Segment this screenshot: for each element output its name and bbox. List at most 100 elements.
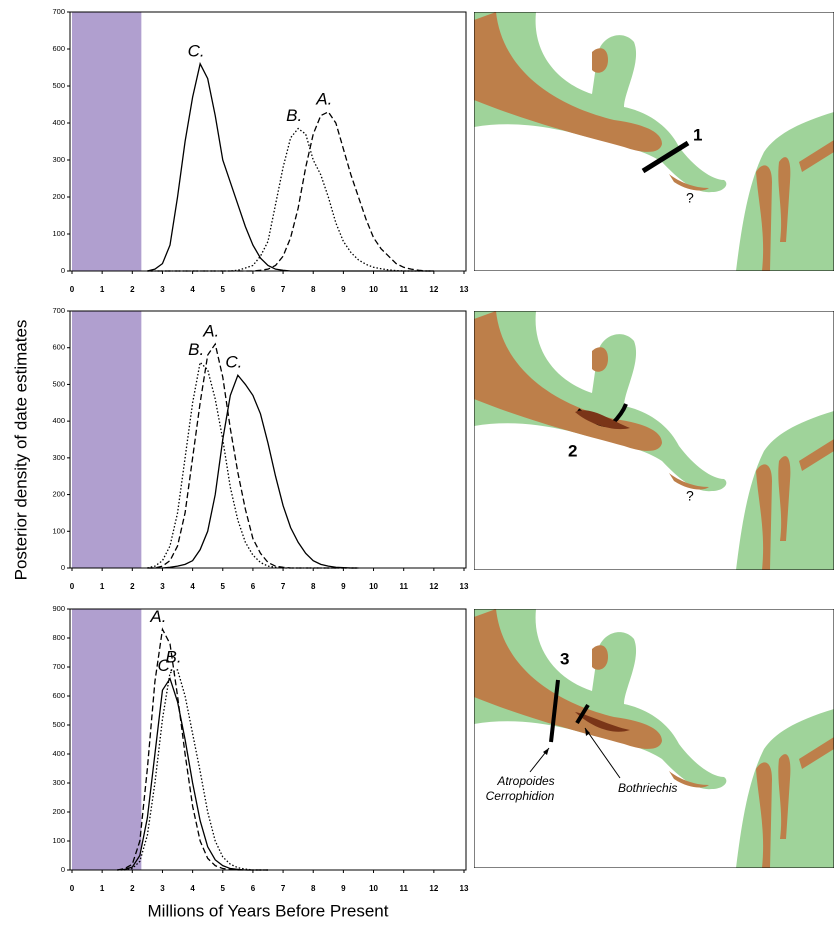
x-tick-label: 6 bbox=[251, 285, 256, 294]
y-tick-label: 600 bbox=[52, 44, 65, 53]
density-line bbox=[147, 111, 434, 272]
x-tick-label: 5 bbox=[221, 884, 226, 893]
x-axis-label: Millions of Years Before Present bbox=[148, 901, 389, 920]
x-tick-label: 0 bbox=[70, 884, 75, 893]
x-tick-label: 5 bbox=[221, 285, 226, 294]
x-tick-label: 11 bbox=[399, 884, 408, 893]
series-label: C. bbox=[188, 41, 205, 60]
y-tick-label: 900 bbox=[52, 604, 65, 613]
x-tick-label: 3 bbox=[160, 285, 165, 294]
shaded-span bbox=[72, 311, 142, 568]
y-tick-label: 400 bbox=[52, 118, 65, 127]
region bbox=[575, 410, 630, 430]
series-label: C. bbox=[158, 656, 175, 675]
barrier-line bbox=[549, 679, 560, 743]
y-tick-label: 0 bbox=[61, 865, 65, 874]
y-tick-label: 100 bbox=[52, 526, 65, 535]
y-tick-label: 300 bbox=[52, 778, 65, 787]
x-tick-label: 12 bbox=[429, 884, 438, 893]
density-line bbox=[147, 373, 359, 569]
x-tick-label: 8 bbox=[311, 884, 316, 893]
density-line bbox=[147, 61, 434, 272]
y-tick-label: 700 bbox=[52, 662, 65, 671]
density-line bbox=[117, 669, 268, 871]
x-tick-label: 13 bbox=[460, 582, 469, 591]
x-tick-label: 13 bbox=[460, 285, 469, 294]
x-tick-label: 3 bbox=[160, 884, 165, 893]
x-tick-label: 12 bbox=[429, 582, 438, 591]
x-tick-label: 9 bbox=[341, 582, 346, 591]
map-label: 3 bbox=[560, 649, 569, 668]
x-tick-label: 4 bbox=[190, 582, 195, 591]
series-label: B. bbox=[188, 340, 204, 359]
map-panel bbox=[474, 311, 834, 570]
x-tick-label: 0 bbox=[70, 285, 75, 294]
x-tick-label: 12 bbox=[429, 285, 438, 294]
y-tick-label: 100 bbox=[52, 836, 65, 845]
y-tick-label: 600 bbox=[52, 343, 65, 352]
y-tick-label: 200 bbox=[52, 490, 65, 499]
arrow-head bbox=[543, 748, 549, 755]
x-tick-label: 1 bbox=[100, 582, 105, 591]
x-tick-label: 9 bbox=[341, 285, 346, 294]
x-tick-label: 11 bbox=[399, 582, 408, 591]
shaded-span bbox=[72, 12, 142, 271]
map-label: Atropoides bbox=[496, 774, 554, 788]
shaded-span bbox=[72, 609, 142, 870]
series-label: B. bbox=[286, 106, 302, 125]
x-tick-label: 10 bbox=[369, 285, 378, 294]
x-tick-label: 5 bbox=[221, 582, 226, 591]
y-tick-label: 600 bbox=[52, 691, 65, 700]
x-tick-label: 2 bbox=[130, 582, 135, 591]
map-label: 2 bbox=[568, 441, 577, 460]
y-tick-label: 300 bbox=[52, 155, 65, 164]
y-tick-label: 400 bbox=[52, 749, 65, 758]
x-tick-label: 6 bbox=[251, 582, 256, 591]
series-label: A. bbox=[202, 322, 219, 341]
series-label: A. bbox=[315, 89, 332, 108]
x-tick-label: 3 bbox=[160, 582, 165, 591]
x-tick-label: 1 bbox=[100, 884, 105, 893]
region bbox=[575, 712, 630, 732]
x-tick-label: 7 bbox=[281, 285, 286, 294]
series-label: A. bbox=[149, 607, 166, 626]
density-line bbox=[147, 342, 359, 569]
map-label: Bothriechis bbox=[618, 781, 677, 795]
y-tick-label: 500 bbox=[52, 720, 65, 729]
x-tick-label: 2 bbox=[130, 884, 135, 893]
series-label: B. bbox=[166, 647, 182, 666]
x-tick-label: 13 bbox=[460, 884, 469, 893]
x-tick-label: 8 bbox=[311, 582, 316, 591]
barrier-line bbox=[575, 703, 590, 725]
y-tick-label: 0 bbox=[61, 563, 65, 572]
y-tick-label: 500 bbox=[52, 81, 65, 90]
arrow bbox=[584, 727, 621, 779]
x-tick-label: 10 bbox=[369, 884, 378, 893]
y-tick-label: 800 bbox=[52, 633, 65, 642]
map-panel bbox=[474, 609, 834, 868]
map-label: 1 bbox=[693, 125, 702, 144]
y-tick-label: 100 bbox=[52, 229, 65, 238]
x-tick-label: 11 bbox=[399, 285, 408, 294]
density-line bbox=[117, 677, 268, 871]
arrow-head bbox=[585, 728, 590, 736]
map-label: Cerrophidion bbox=[486, 789, 555, 803]
y-tick-label: 200 bbox=[52, 192, 65, 201]
x-tick-label: 10 bbox=[369, 582, 378, 591]
x-tick-label: 0 bbox=[70, 582, 75, 591]
x-tick-label: 7 bbox=[281, 884, 286, 893]
x-tick-label: 1 bbox=[100, 285, 105, 294]
y-tick-label: 400 bbox=[52, 416, 65, 425]
x-tick-label: 8 bbox=[311, 285, 316, 294]
y-tick-label: 300 bbox=[52, 453, 65, 462]
map-label: ? bbox=[686, 190, 694, 206]
series-label: C. bbox=[225, 353, 242, 372]
x-tick-label: 4 bbox=[190, 884, 195, 893]
x-tick-label: 9 bbox=[341, 884, 346, 893]
y-tick-label: 700 bbox=[52, 7, 65, 16]
y-tick-label: 500 bbox=[52, 379, 65, 388]
y-tick-label: 700 bbox=[52, 306, 65, 315]
map-panel bbox=[474, 12, 834, 271]
x-tick-label: 2 bbox=[130, 285, 135, 294]
